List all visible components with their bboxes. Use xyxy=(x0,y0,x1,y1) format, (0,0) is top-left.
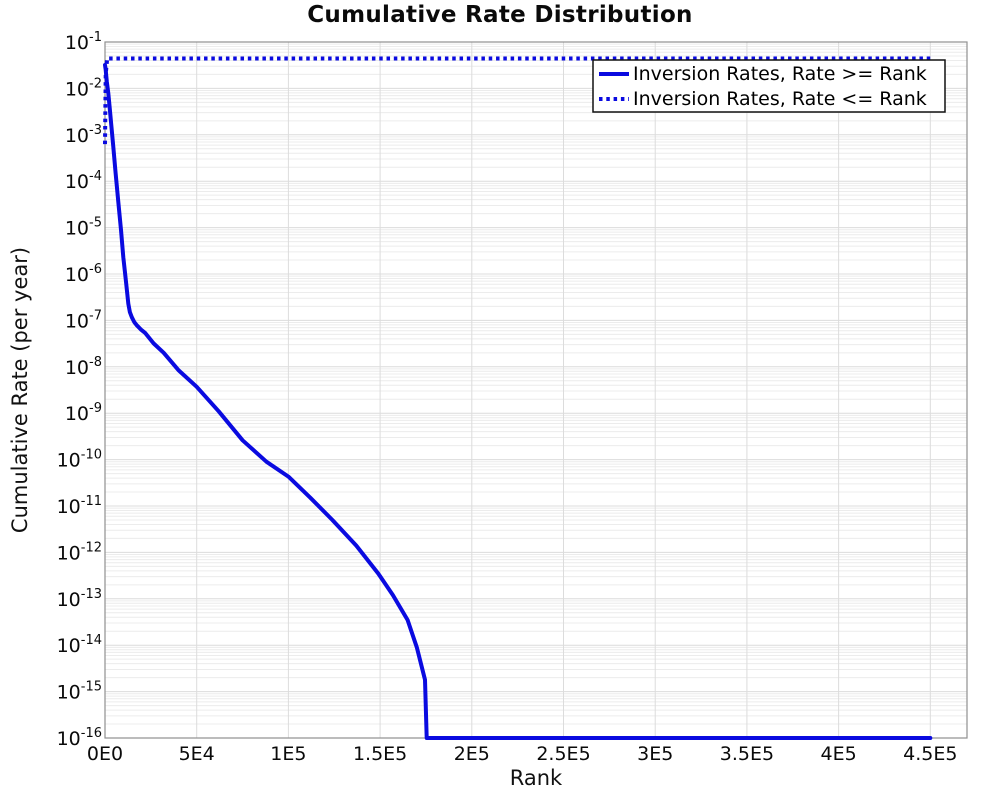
x-tick-label: 1E5 xyxy=(270,743,306,765)
y-tick-label: 10-4 xyxy=(65,169,102,193)
y-tick-label: 10-7 xyxy=(65,308,102,332)
y-tick-label: 10-10 xyxy=(57,448,102,472)
grid-minor xyxy=(105,43,967,725)
x-tick-label: 2E5 xyxy=(454,743,490,765)
y-tick-label: 10-11 xyxy=(57,494,102,518)
plot-border xyxy=(104,41,968,739)
y-tick-label: 10-13 xyxy=(57,587,102,611)
legend-box xyxy=(592,59,946,113)
x-tick-label: 0E0 xyxy=(87,743,123,765)
y-tick-label: 10-16 xyxy=(57,726,102,750)
x-tick-label: 3E5 xyxy=(637,743,673,765)
y-tick-label: 10-14 xyxy=(57,633,102,657)
y-tick-label: 10-8 xyxy=(65,355,102,379)
y-tick-label: 10-12 xyxy=(57,540,102,564)
x-tick-labels: 0E0 5E4 1E5 1.5E5 2E5 2.5E5 3E5 3.5E5 4E5 4.5E5 xyxy=(87,743,958,765)
y-tick-label: 10-3 xyxy=(65,123,102,147)
x-axis-title: Rank xyxy=(509,766,563,790)
x-tick-label: 1.5E5 xyxy=(353,743,407,765)
legend-label: Inversion Rates, Rate >= Rank xyxy=(633,63,927,85)
y-tick-label: 10-2 xyxy=(65,76,102,100)
x-tick-label: 3.5E5 xyxy=(720,743,774,765)
series-line-1 xyxy=(103,56,931,145)
chart-title: Cumulative Rate Distribution xyxy=(307,2,693,28)
series-line-0 xyxy=(103,63,933,740)
x-tick-label: 5E4 xyxy=(179,743,215,765)
y-tick-label: 10-9 xyxy=(65,401,102,425)
legend: Inversion Rates, Rate >= Rank Inversion R… xyxy=(592,59,946,113)
y-tick-label: 10-1 xyxy=(65,30,102,54)
y-tick-label: 10-5 xyxy=(65,216,102,240)
x-tick-label: 2.5E5 xyxy=(536,743,590,765)
x-tick-label: 4.5E5 xyxy=(903,743,957,765)
y-tick-label: 10-15 xyxy=(57,680,102,704)
x-tick-label: 4E5 xyxy=(821,743,857,765)
y-tick-labels: 10-1 10-2 10-3 10-4 10-5 10-6 10-7 10-8 10-9 10-1… xyxy=(57,30,102,750)
y-tick-label: 10-6 xyxy=(65,262,102,286)
grid-major xyxy=(104,41,967,739)
legend-label: Inversion Rates, Rate <= Rank xyxy=(633,88,927,110)
